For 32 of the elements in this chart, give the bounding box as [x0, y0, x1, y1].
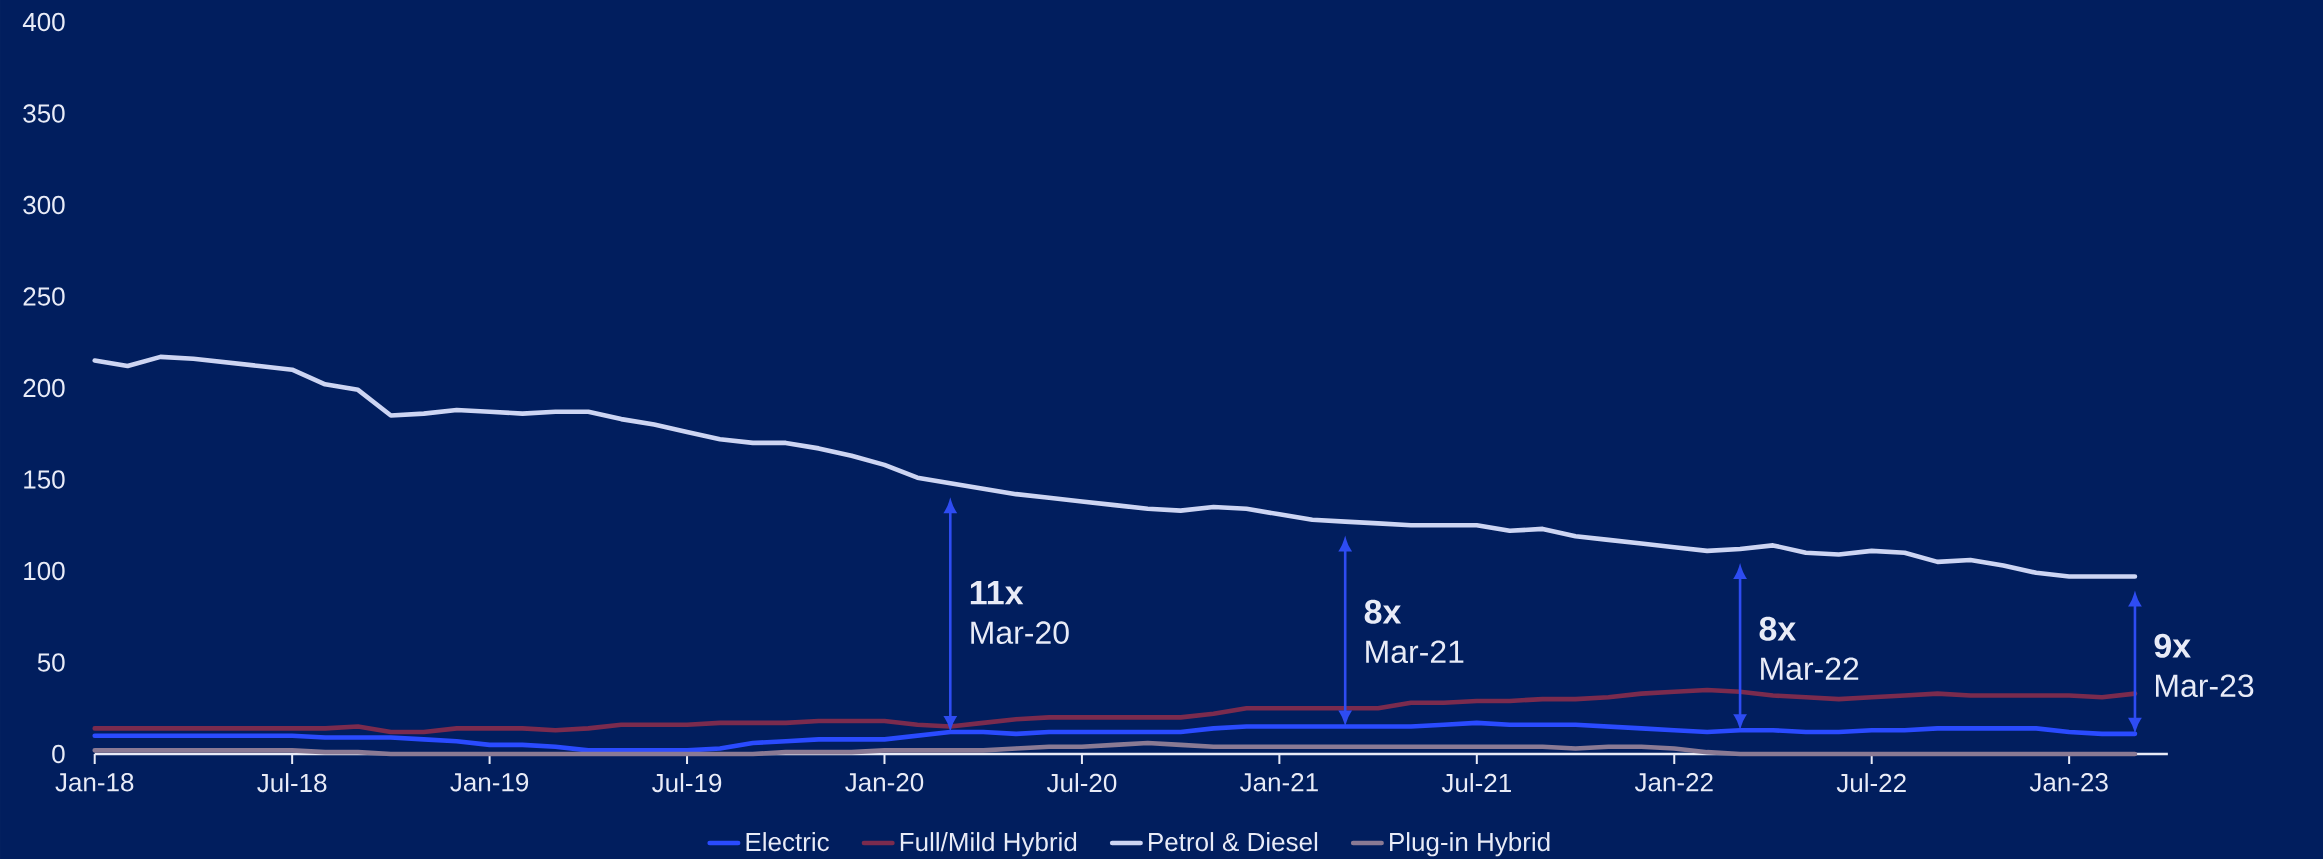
- annotation: Mar-21: [1366, 640, 1464, 664]
- legend-label: Electric: [746, 832, 829, 852]
- y-tick-label: 50: [37, 653, 65, 672]
- x-tick-label: Jul-18: [257, 773, 327, 793]
- annotation: 9x: [2154, 633, 2191, 658]
- legend-label: Full/Mild Hybrid: [900, 832, 1077, 857]
- x-tick-label: Jul-22: [1836, 773, 1906, 793]
- x-tick-label: Jul-21: [1441, 773, 1511, 793]
- x-tick-label: Jul-19: [652, 773, 722, 793]
- y-tick-label: 350: [23, 104, 65, 123]
- x-tick-label: Jan-21: [1240, 773, 1318, 792]
- legend-label: Petrol & Diesel: [1149, 832, 1318, 852]
- y-tick-label: 300: [23, 195, 65, 215]
- annotation: Mar-20: [971, 621, 1069, 644]
- y-tick-label: 200: [23, 378, 65, 398]
- y-tick-label: 100: [24, 561, 65, 581]
- y-tick-label: 0: [52, 744, 65, 764]
- x-tick-label: Jan-20: [845, 773, 924, 792]
- x-tick-label: Jan-23: [2029, 773, 2108, 792]
- legend-label: Plug-in Hybrid: [1390, 832, 1550, 857]
- x-tick-label: Jan-18: [55, 773, 134, 792]
- annotation: 8x: [1364, 599, 1402, 624]
- annotation: 11x: [970, 580, 1024, 605]
- x-tick-label: Jan-22: [1634, 773, 1713, 792]
- y-tick-label: 250: [23, 287, 65, 306]
- y-tick-label: 150: [24, 470, 65, 489]
- annotation: Mar-23: [2155, 674, 2254, 698]
- y-tick-label: 400: [22, 12, 65, 32]
- annotation: Mar-22: [1761, 657, 1859, 681]
- x-tick-label: Jan-19: [450, 773, 529, 792]
- x-tick-label: Jul-20: [1046, 773, 1117, 793]
- annotation: 8x: [1759, 616, 1797, 641]
